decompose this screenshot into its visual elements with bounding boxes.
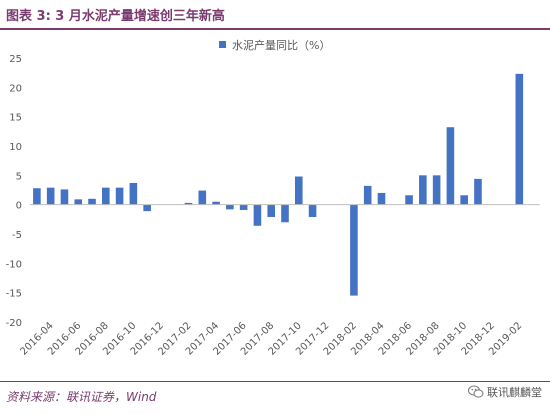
bar	[143, 204, 151, 212]
source-note: 资料来源：联讯证券，Wind	[6, 390, 157, 404]
bar	[350, 204, 358, 296]
bar	[46, 187, 55, 205]
bar	[184, 202, 193, 205]
bar-chart: -20 -15 -10 -5 0 5 10 15 20 25 2016-042016-062016…	[6, 38, 540, 358]
chart-area: -20 -15 -10 -5 0 5 10 15 20 25 2016-04 2016-06 2016…	[0, 32, 550, 372]
y-tick-label: 20	[9, 83, 22, 94]
bar	[198, 190, 207, 205]
y-tick-label: -20	[6, 318, 22, 329]
bar	[129, 182, 138, 205]
bar	[239, 204, 248, 210]
y-tick-label: 25	[9, 54, 22, 65]
bar	[405, 195, 413, 205]
y-tick-label: 0	[16, 201, 22, 212]
legend-label: 水泥产量同比（%）	[232, 38, 330, 52]
bar	[294, 176, 303, 205]
bar	[88, 198, 96, 205]
bar	[74, 199, 83, 205]
bar	[419, 175, 427, 205]
legend-swatch	[219, 41, 226, 48]
bar	[253, 204, 262, 226]
bar	[281, 204, 289, 223]
y-tick-label: 15	[9, 113, 22, 124]
chart-title: 图表 3: 3 月水泥产量增速创三年新高	[6, 9, 225, 24]
watermark-text: 联讯麒麟堂	[487, 386, 542, 399]
title-divider	[0, 28, 550, 30]
bar	[474, 178, 482, 205]
bar	[446, 127, 455, 205]
bar	[377, 192, 386, 205]
bar	[115, 187, 124, 205]
y-axis-ticks: -20 -15 -10 -5 0 5 10 15 20 25	[6, 54, 22, 329]
y-tick-label: 10	[9, 142, 22, 153]
bar	[102, 187, 110, 205]
bar	[267, 204, 276, 217]
x-axis-ticks: 2016-042016-062016-082016-102016-122017-…	[18, 320, 524, 357]
bar	[460, 195, 468, 205]
y-tick-label: -10	[6, 259, 22, 270]
bar	[212, 201, 220, 205]
bar	[515, 73, 524, 205]
bar	[432, 175, 441, 205]
bar	[60, 189, 69, 205]
bar-series	[33, 73, 524, 296]
wechat-icon	[468, 385, 484, 398]
bar	[363, 185, 372, 205]
y-tick-label: 5	[16, 171, 22, 182]
bar	[308, 204, 317, 217]
y-tick-label: -15	[6, 289, 22, 300]
watermark: 联讯麒麟堂	[468, 384, 542, 400]
bar	[226, 204, 234, 210]
footer-divider	[0, 381, 550, 382]
bar	[33, 188, 41, 205]
legend: 水泥产量同比（%）	[219, 38, 330, 52]
y-tick-label: -5	[12, 230, 22, 241]
